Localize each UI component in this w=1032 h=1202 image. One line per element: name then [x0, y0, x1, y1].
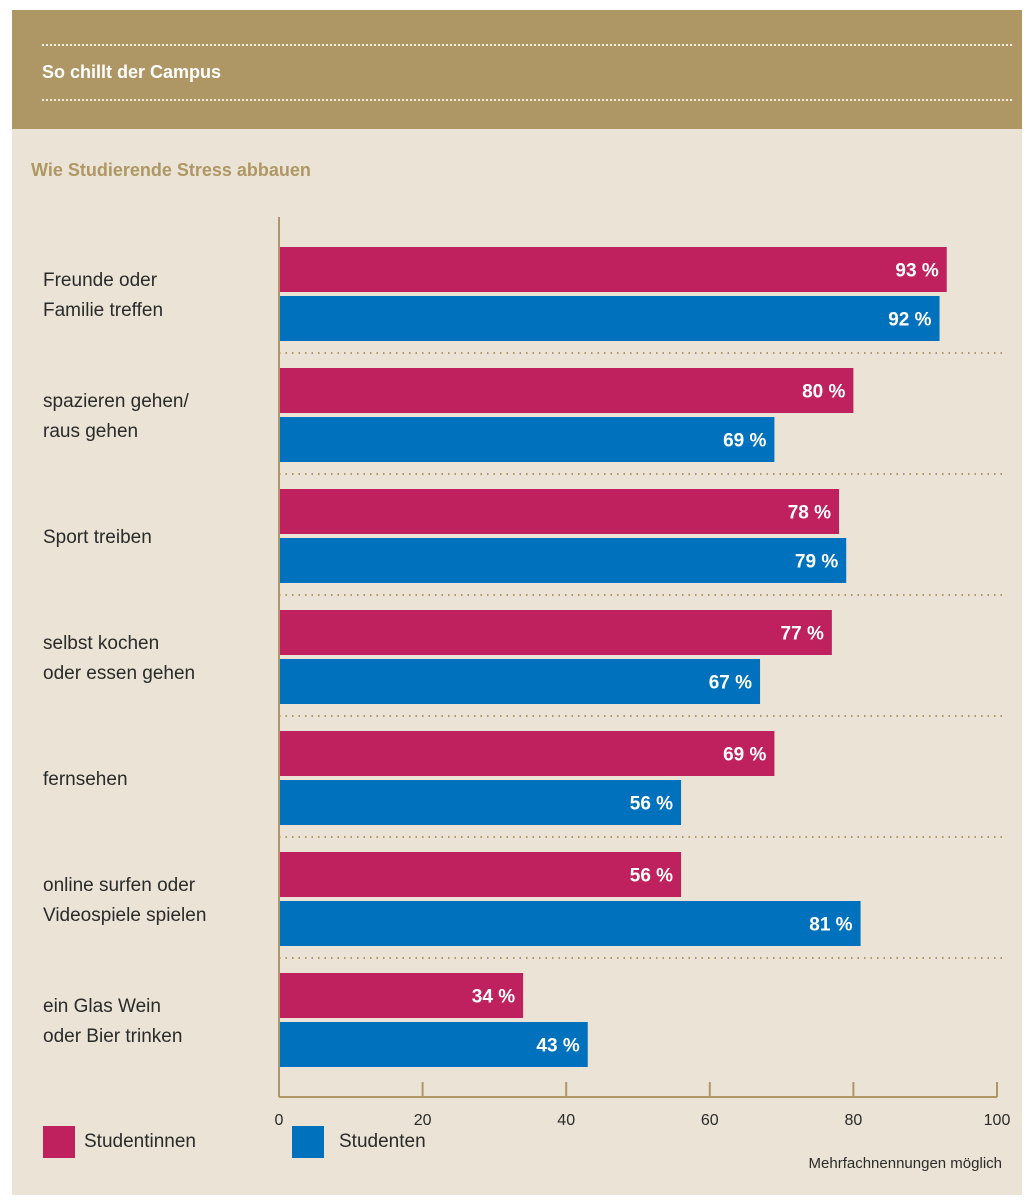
category-label: online surfen oder: [43, 875, 196, 896]
bar-male: [279, 417, 775, 462]
chart-subtitle: Wie Studierende Stress abbauen: [31, 160, 311, 180]
x-tick-label: 80: [845, 1112, 863, 1129]
bar-male: [279, 1022, 588, 1067]
x-tick-label: 100: [984, 1112, 1011, 1129]
bar-female: [279, 247, 947, 292]
category-label: oder essen gehen: [43, 663, 195, 684]
x-tick-label: 20: [414, 1112, 432, 1129]
bar-female: [279, 973, 524, 1018]
bar-value-label: 69 %: [723, 745, 766, 766]
category-label: Freunde oder: [43, 270, 158, 291]
bar-female: [279, 368, 854, 413]
bar-female: [279, 731, 775, 776]
category-label: spazieren gehen/: [43, 391, 189, 412]
bar-value-label: 77 %: [781, 624, 824, 645]
bar-value-label: 69 %: [723, 431, 766, 452]
bar-male: [279, 780, 682, 825]
footnote: Mehrfachnennungen möglich: [808, 1155, 1002, 1172]
category-label: oder Bier trinken: [43, 1026, 182, 1047]
bar-value-label: 78 %: [788, 503, 831, 524]
category-label: fernsehen: [43, 769, 128, 790]
legend-swatch-male: [292, 1126, 324, 1158]
category-label: Familie treffen: [43, 300, 163, 321]
category-label: ein Glas Wein: [43, 996, 161, 1017]
category-label: selbst kochen: [43, 633, 159, 654]
header-dotted-rule-top: [42, 44, 1012, 46]
bar-male: [279, 659, 761, 704]
bar-male: [279, 296, 940, 341]
category-label: Videospiele spielen: [43, 905, 206, 926]
legend-swatch-female: [43, 1126, 75, 1158]
x-tick-label: 60: [701, 1112, 719, 1129]
category-label: raus gehen: [43, 421, 138, 442]
bar-value-label: 93 %: [895, 261, 938, 282]
x-tick-label: 0: [275, 1112, 284, 1129]
category-label: Sport treiben: [43, 527, 152, 548]
legend-label-female: Studentinnen: [84, 1131, 196, 1152]
card-header: So chillt der Campus: [12, 10, 1022, 129]
bar-value-label: 34 %: [472, 987, 515, 1008]
bar-value-label: 43 %: [536, 1036, 579, 1057]
bar-value-label: 81 %: [809, 915, 852, 936]
legend-label-male: Studenten: [339, 1131, 426, 1152]
bar-value-label: 79 %: [795, 552, 838, 573]
bar-male: [279, 538, 847, 583]
bar-male: [279, 901, 861, 946]
bar-value-label: 67 %: [709, 673, 752, 694]
bar-female: [279, 610, 832, 655]
bar-female: [279, 852, 682, 897]
bar-value-label: 92 %: [888, 310, 931, 331]
x-tick-label: 40: [557, 1112, 575, 1129]
header-title: So chillt der Campus: [42, 62, 222, 82]
bar-value-label: 56 %: [630, 794, 673, 815]
bar-value-label: 80 %: [802, 382, 845, 403]
bar-female: [279, 489, 840, 534]
header-dotted-rule-bottom: [42, 99, 1012, 101]
bar-value-label: 56 %: [630, 866, 673, 887]
